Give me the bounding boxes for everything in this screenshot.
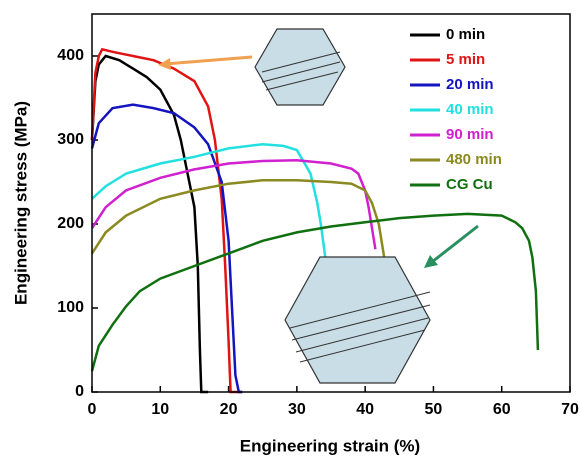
inset-line bbox=[299, 329, 426, 363]
x-tick-label: 20 bbox=[220, 401, 238, 418]
inset-hexagon-large bbox=[284, 256, 431, 384]
series-line bbox=[91, 142, 329, 275]
series-line bbox=[90, 54, 209, 394]
x-axis-title: Engineering strain (%) bbox=[240, 436, 420, 455]
y-tick-label: 200 bbox=[57, 215, 84, 232]
legend-text: CG Cu bbox=[446, 176, 493, 193]
arrow bbox=[164, 55, 253, 66]
inset-hexagon-small bbox=[254, 28, 346, 106]
y-tick-label: 400 bbox=[57, 47, 84, 64]
x-tick-label: 50 bbox=[425, 401, 443, 418]
legend-text: 0 min bbox=[446, 26, 485, 43]
series-line bbox=[90, 212, 540, 372]
insets bbox=[158, 28, 479, 384]
x-tick-label: 10 bbox=[151, 401, 169, 418]
inset-line bbox=[261, 61, 341, 83]
inset-line bbox=[265, 71, 339, 91]
y-tick-label: 100 bbox=[57, 299, 84, 316]
y-tick-label: 0 bbox=[75, 383, 84, 400]
arrow bbox=[431, 224, 479, 264]
x-tick-label: 30 bbox=[288, 401, 306, 418]
series-line bbox=[90, 158, 377, 250]
inset-line bbox=[261, 51, 341, 73]
x-tick-label: 70 bbox=[561, 401, 579, 418]
arrow-head bbox=[158, 58, 171, 70]
inset-line bbox=[289, 291, 431, 329]
inset-line bbox=[291, 304, 431, 341]
y-axis-title: Engineering stress (MPa) bbox=[11, 101, 30, 305]
legend-text: 40 min bbox=[446, 101, 494, 118]
series-line bbox=[90, 179, 387, 267]
x-tick-label: 0 bbox=[88, 401, 97, 418]
inset-line bbox=[295, 317, 429, 353]
x-tick-label: 60 bbox=[493, 401, 511, 418]
y-tick-label: 300 bbox=[57, 131, 84, 148]
legend-text: 20 min bbox=[446, 76, 494, 93]
legend-text: 90 min bbox=[446, 126, 494, 143]
series-line bbox=[90, 103, 243, 394]
legend-text: 480 min bbox=[446, 151, 502, 168]
series-line bbox=[90, 47, 243, 394]
legend-text: 5 min bbox=[446, 51, 485, 68]
x-tick-label: 40 bbox=[356, 401, 374, 418]
plot-frame bbox=[91, 13, 571, 393]
arrow-head bbox=[424, 255, 438, 268]
